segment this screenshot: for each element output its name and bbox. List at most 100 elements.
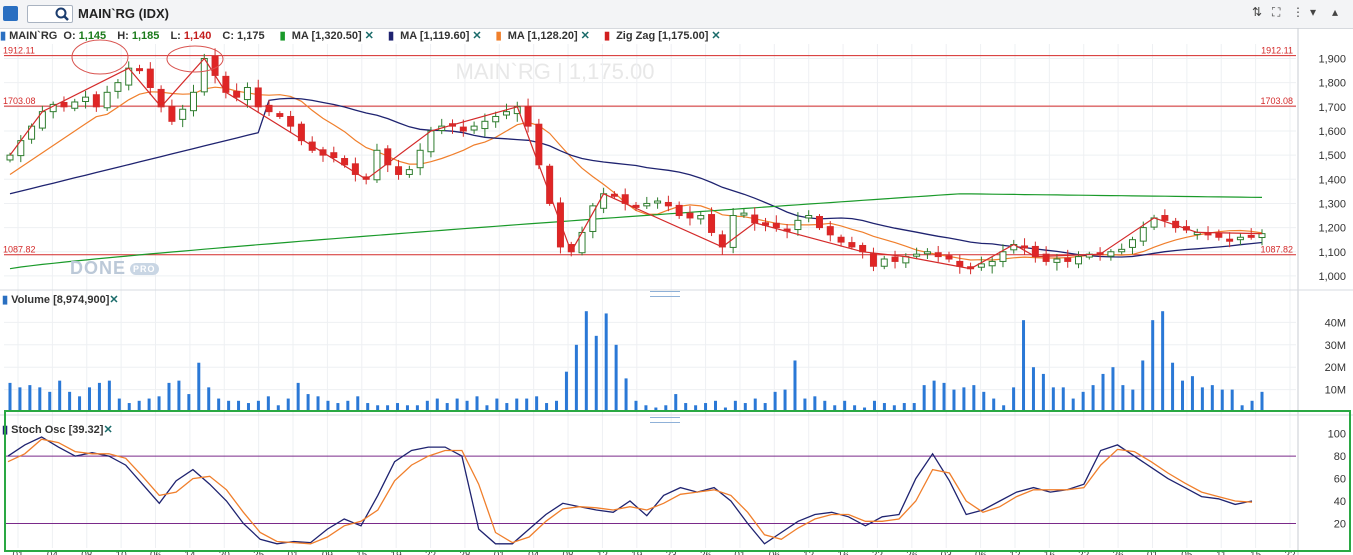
candle [988, 260, 996, 267]
remove-study-icon: ✕ [711, 30, 721, 42]
annotation-ellipse [166, 45, 224, 73]
collapse-icon[interactable]: ▾ [1310, 5, 1317, 19]
volume-bar [942, 382, 946, 412]
level-label: 1703.08 [3, 96, 36, 106]
volume-bar [38, 387, 42, 412]
candle [1226, 238, 1234, 242]
candle [492, 115, 500, 123]
candle [826, 226, 834, 236]
price-tick-label: 1,400 [1318, 174, 1346, 186]
volume-bar [1141, 360, 1145, 412]
volume-tick-label: 30M [1325, 340, 1346, 352]
candle [1064, 257, 1072, 262]
candle [869, 253, 877, 267]
price-tick-label: 1,700 [1318, 102, 1346, 114]
more-options-icon[interactable]: ⋮ [1292, 5, 1304, 19]
candle [276, 113, 284, 117]
close-value: 1,175 [237, 30, 265, 42]
volume-bar [952, 389, 956, 412]
symbol-title: MAIN`RG (IDX) [78, 6, 169, 21]
study-ma-green[interactable]: ▮ MA [1,320.50] ✕ [279, 30, 374, 42]
candle [114, 82, 122, 92]
candle [751, 214, 759, 224]
candle [578, 231, 586, 254]
volume-bar [932, 380, 936, 412]
remove-volume-icon[interactable]: ✕ [109, 294, 119, 306]
price-tick-label: 1,300 [1318, 198, 1346, 210]
volume-bar [28, 385, 32, 412]
candle [265, 104, 273, 113]
selected-panel-frame [4, 410, 1351, 552]
annotation-ellipse [71, 39, 129, 75]
symbol-search-box[interactable] [27, 5, 73, 23]
candle [125, 67, 133, 86]
volume-bar [1041, 373, 1045, 412]
volume-bar [1091, 385, 1095, 412]
volume-bar [624, 378, 628, 412]
candle [82, 96, 90, 102]
volume-bar [1051, 387, 1055, 412]
candle [772, 222, 780, 229]
candle [848, 242, 856, 248]
candle [600, 193, 608, 209]
candle [449, 123, 457, 127]
volume-bar [793, 360, 797, 412]
candle [1128, 239, 1136, 248]
study-zigzag[interactable]: ▮ Zig Zag [1,175.00] ✕ [603, 30, 721, 42]
candle [697, 215, 705, 220]
candle [977, 263, 985, 268]
candle [913, 253, 921, 257]
candle [945, 255, 953, 260]
panel-resize-handle[interactable] [650, 417, 680, 423]
volume-bar [783, 389, 787, 412]
level-label: 1912.11 [1261, 46, 1293, 56]
candle [1150, 217, 1158, 228]
panel-resize-handle[interactable] [650, 291, 680, 297]
close-window-icon[interactable]: ▴ [1332, 5, 1339, 19]
candle [384, 148, 392, 166]
candle [38, 111, 46, 129]
candle [686, 212, 694, 219]
candle [373, 149, 381, 181]
candle [222, 75, 230, 93]
volume-bar [1101, 373, 1105, 412]
volume-bar [614, 344, 618, 412]
candle [891, 256, 899, 262]
candle [1161, 215, 1169, 221]
volume-bar [167, 382, 171, 412]
study-ma-navy[interactable]: ▮ MA [1,119.60] ✕ [387, 30, 482, 42]
bars-icon: ▮ [0, 30, 7, 42]
volume-bar [197, 362, 201, 412]
candle [405, 169, 413, 175]
remove-stoch-icon[interactable]: ✕ [103, 424, 113, 436]
fullscreen-icon[interactable]: ⛶ [1272, 5, 1281, 19]
volume-bar [1200, 387, 1204, 412]
swap-icon[interactable]: ⇅ [1252, 5, 1263, 19]
candle [146, 68, 154, 88]
candle [1204, 232, 1212, 236]
volume-bar [107, 380, 111, 412]
candle [60, 101, 68, 108]
price-tick-label: 1,800 [1318, 78, 1346, 90]
chart-watermark: MAIN`RG | 1,175.00 [456, 59, 655, 84]
candle [351, 163, 359, 175]
candle [330, 152, 338, 159]
candle [967, 266, 975, 270]
volume-bar [1061, 387, 1065, 412]
volume-bar [962, 387, 966, 412]
candle [1053, 258, 1061, 263]
search-icon[interactable] [28, 6, 72, 22]
volume-bar [982, 391, 986, 412]
candle [1096, 252, 1104, 256]
price-tick-label: 1,600 [1318, 126, 1346, 138]
candle [254, 87, 262, 108]
candle [859, 244, 867, 253]
candle [762, 222, 770, 226]
candle [287, 115, 295, 127]
volume-bar [8, 382, 12, 412]
volume-bar [773, 391, 777, 412]
study-ma-orange[interactable]: ▮ MA [1,128.20] ✕ [495, 30, 590, 42]
ma-navy-line [9, 97, 1263, 258]
ma-orange-line [9, 86, 1263, 261]
ticker-label: MAIN`RG [9, 30, 58, 42]
